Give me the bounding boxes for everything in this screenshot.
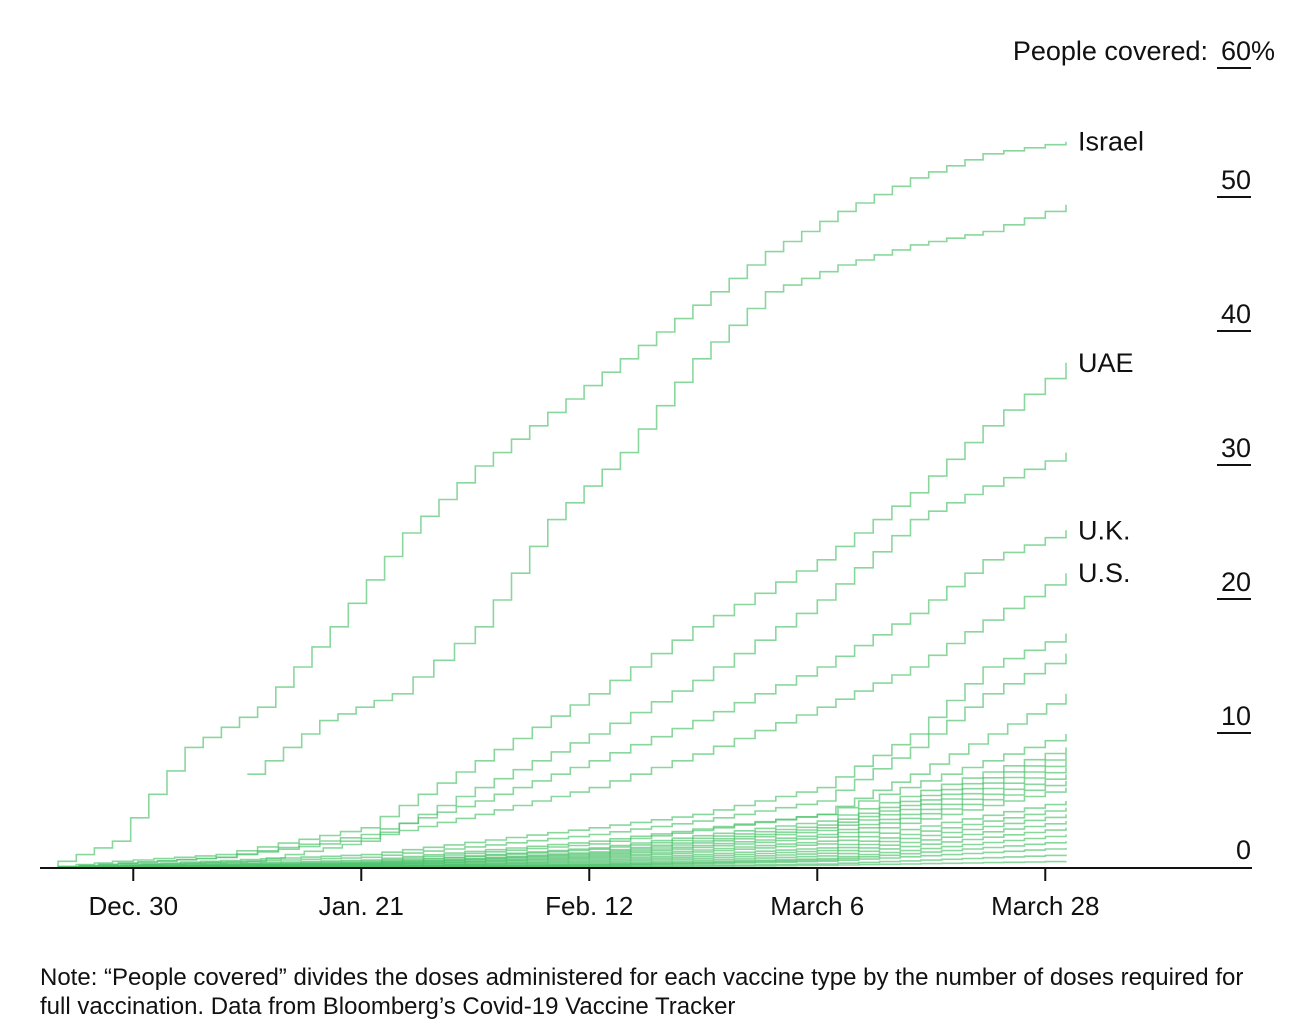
series-line-israel xyxy=(40,141,1067,869)
y-tick-label: 50 xyxy=(1221,165,1251,195)
series-line-u-k xyxy=(40,530,1067,869)
x-tick-label: Jan. 21 xyxy=(319,891,404,921)
y-axis-ticks: 0 10 20 30 40 50 60% People covered: xyxy=(1013,36,1275,865)
y-tick-label: 30 xyxy=(1221,433,1251,463)
series-lines xyxy=(40,141,1067,869)
annotation-israel: Israel xyxy=(1078,127,1144,157)
series-line xyxy=(40,633,1067,869)
y-tick-label: 0 xyxy=(1236,835,1251,865)
line-annotations: Israel UAE U.K. U.S. xyxy=(1078,127,1144,588)
y-tick-label: 10 xyxy=(1221,701,1251,731)
chart-note: Note: “People covered” divides the doses… xyxy=(40,964,1244,1020)
y-axis-title: People covered: xyxy=(1013,36,1208,66)
series-line xyxy=(247,204,1067,775)
y-tick-label: 20 xyxy=(1221,567,1251,597)
x-tick-label: March 6 xyxy=(770,891,864,921)
annotation-uae: UAE xyxy=(1078,348,1134,378)
x-axis-ticks: Dec. 30 Jan. 21 Feb. 12 March 6 March 28 xyxy=(88,868,1099,921)
x-tick-label: Feb. 12 xyxy=(545,891,633,921)
annotation-u-k: U.K. xyxy=(1078,515,1131,545)
y-tick-label: 60% xyxy=(1221,36,1275,66)
x-tick-label: March 28 xyxy=(991,891,1099,921)
series-line xyxy=(40,653,1067,869)
y-tick-label: 40 xyxy=(1221,299,1251,329)
series-line-uae xyxy=(40,362,1067,869)
series-line-u-s xyxy=(40,573,1067,869)
x-tick-label: Dec. 30 xyxy=(88,891,178,921)
annotation-u-s: U.S. xyxy=(1078,558,1131,588)
